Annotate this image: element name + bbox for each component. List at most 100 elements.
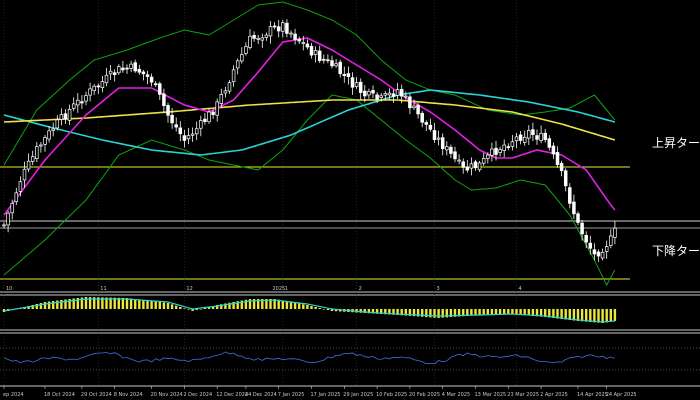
macd-bar [101,297,104,309]
candle-body [158,83,162,95]
macd-bar [35,304,38,309]
candle-body [14,192,19,203]
candle-body [59,114,64,120]
candle-body [502,144,506,151]
macd-bar [310,306,313,309]
candle-body [141,71,146,75]
macd-bar [515,309,518,315]
macd-bar [367,309,371,314]
macd-histogram [2,297,617,323]
time-axis-label: 20 Feb 2025 [409,392,440,398]
candle-body [281,22,285,32]
candle-body [215,101,219,116]
macd-bar [589,309,592,322]
candle-body [338,61,342,75]
macd-bar [404,309,407,316]
macd-bar [474,309,477,316]
macd-bar [359,309,362,313]
macd-bar [519,309,522,315]
candle-body [375,94,379,100]
candle-body [301,42,306,44]
macd-bar [220,304,223,309]
candle-body [178,127,183,135]
macd-bar [597,309,600,323]
macd-bar [593,309,596,323]
candle-body [440,137,445,150]
macd-bar [416,309,420,317]
macd-bar [433,309,436,318]
macd-bar [605,309,608,323]
candle-body [129,63,133,69]
month-marker-label: 2025 [273,286,286,292]
macd-bar [580,309,584,322]
candle-body [84,95,88,102]
candle-body [358,81,363,93]
macd-bar [388,309,391,315]
candle-body [92,85,96,92]
candle-body [231,69,236,83]
macd-bar [412,309,416,317]
macd-bar [199,309,202,310]
macd-bar [466,309,469,316]
macd-bar [396,309,399,315]
candle-body [248,35,252,48]
candle-body [211,111,215,115]
candle-body [6,212,10,226]
macd-bar [441,309,444,318]
candle-body [539,133,543,141]
macd-bar [511,309,514,314]
candle-body [543,132,547,141]
time-axis-label: 10 Feb 2025 [376,392,407,398]
candle-body [387,92,392,96]
candle-body [207,111,211,123]
candle-body [26,160,31,170]
macd-bar [142,300,145,309]
candle-body [436,137,441,140]
macd-bar [531,309,535,316]
macd-bar [269,299,272,309]
macd-bar [334,309,338,312]
macd-bar [285,301,289,309]
macd-bar [494,309,498,315]
candle-body [420,112,424,123]
candle-body [276,26,281,32]
time-axis-label: 12 Dec 2024 [216,392,248,398]
macd-bar [64,299,67,309]
bollinger-upper-band [3,1,616,166]
macd-bar [211,306,215,309]
macd-bar [498,309,502,315]
macd-bar [43,302,47,309]
candle-body [354,82,359,87]
candle-body [449,146,453,154]
macd-bar [166,303,170,309]
candle-body [219,93,224,104]
macd-bar [154,301,157,309]
macd-bar [97,297,100,309]
macd-bar [330,309,334,311]
macd-bar [293,302,297,309]
time-axis-label: 23 Mar 2025 [507,392,539,398]
macd-bar [318,308,321,309]
candle-body [71,103,76,109]
macd-bar [527,309,530,316]
candle-body [88,88,92,96]
macd-bar [273,299,276,309]
macd-bar [232,302,235,309]
candle-body [264,34,269,38]
candle-body [268,26,273,37]
macd-bar [486,309,489,315]
candle-body [363,90,367,97]
macd-bar [302,304,305,309]
candle-body [285,22,289,34]
candle-body [580,222,584,235]
macd-bar [158,302,161,309]
candle-body [67,109,72,121]
candle-body [576,213,580,223]
macd-bar [539,309,543,317]
candle-body [514,136,519,142]
candlesticks[interactable] [2,19,617,262]
candle-body [80,101,84,104]
candle-body [47,130,51,140]
candle-body [170,114,174,124]
